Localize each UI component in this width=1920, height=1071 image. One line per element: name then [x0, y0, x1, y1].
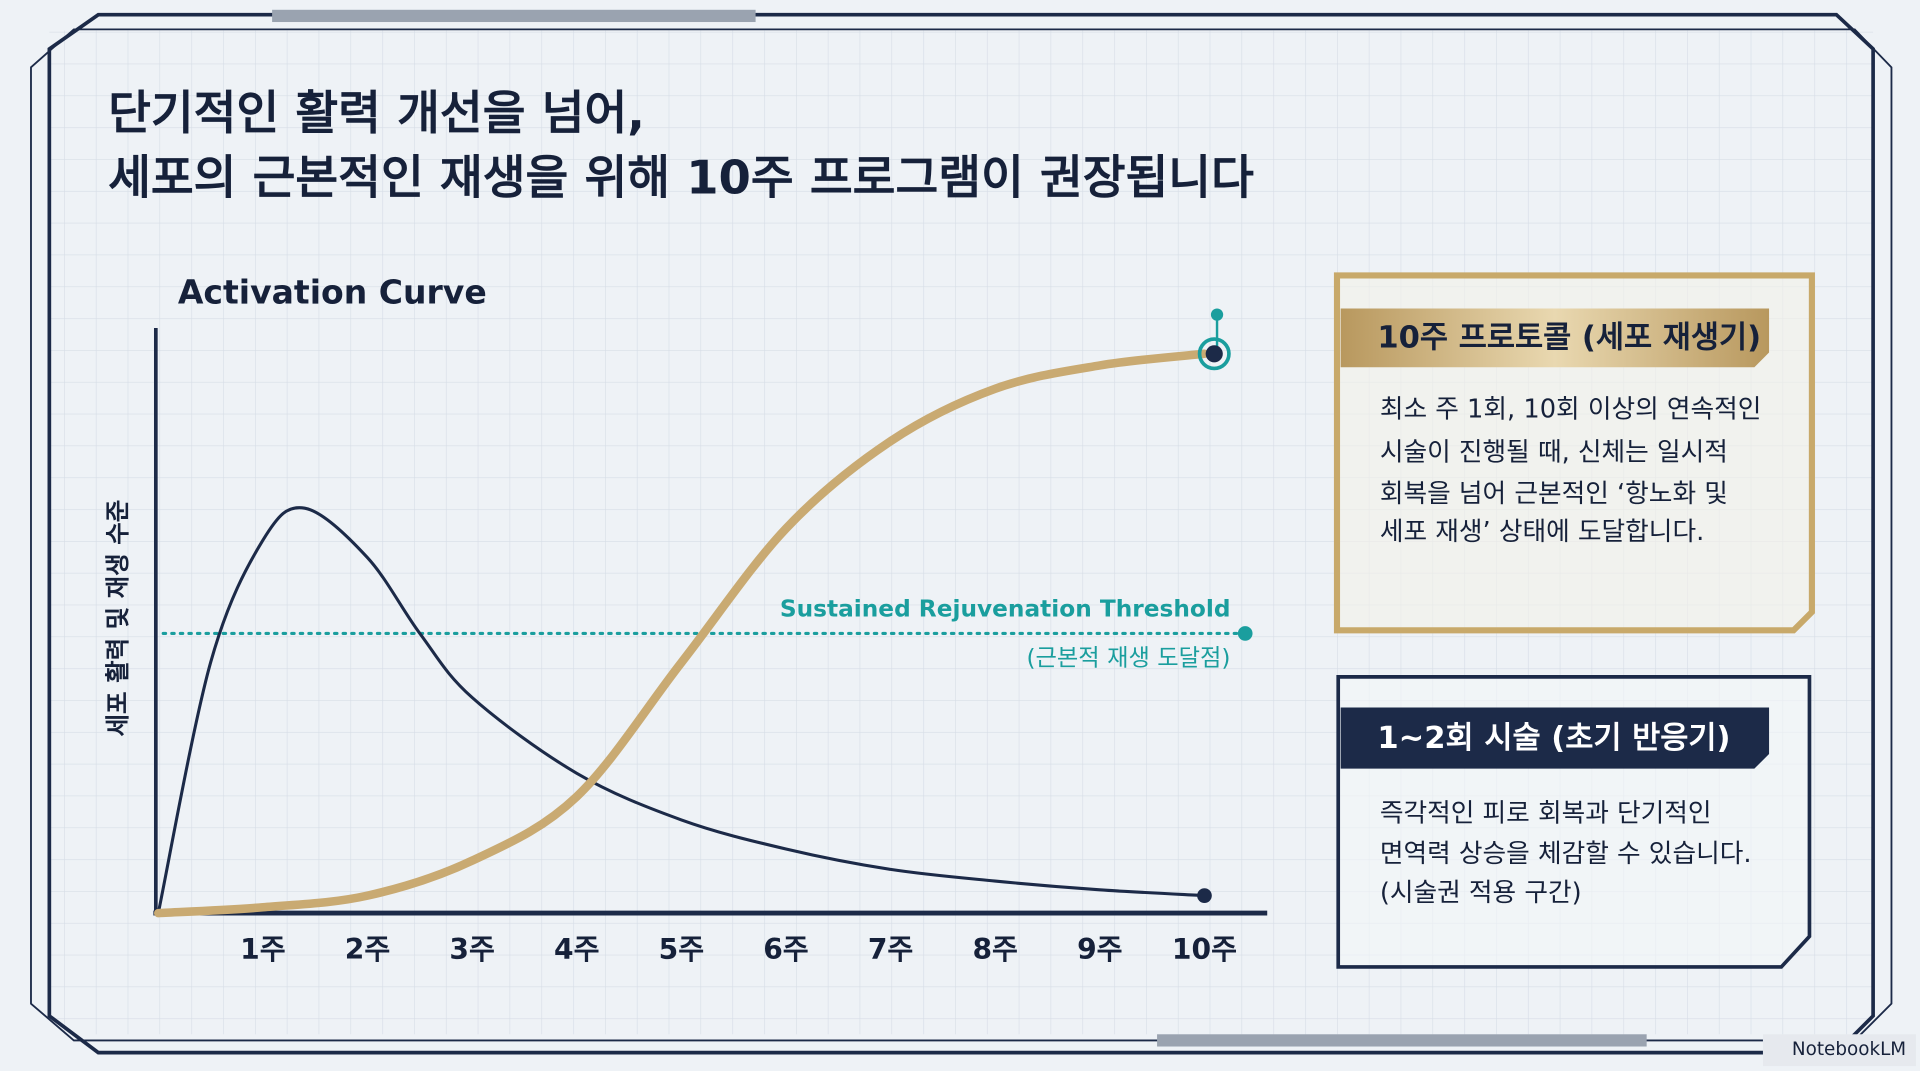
frame-hatch: [1157, 1034, 1647, 1047]
panel-text: 면역력 상승을 체감할 수 있습니다.: [1380, 839, 1752, 869]
end-marker: [1197, 888, 1212, 903]
threshold-sublabel: (근본적 재생 도달점): [1026, 645, 1230, 672]
panel: 1~2회 시술 (초기 반응기) 즉각적인 피로 회복과 단기적인 면역력 상승…: [1336, 675, 1812, 969]
x-tick-label: 6주: [763, 933, 808, 966]
panel-text: 최소 주 1회, 10회 이상의 연속적인: [1380, 395, 1762, 425]
panel-band: [1340, 707, 1770, 769]
x-tick-label: 3주: [449, 933, 494, 966]
panel-text: 회복을 넘어 근본적인 ‘항노화 및: [1380, 479, 1728, 509]
end-marker-ring: [1197, 337, 1231, 371]
brand: NotebookLM: [1792, 1039, 1906, 1060]
x-tick-label: 5주: [659, 933, 704, 966]
brand-badge: [1762, 1034, 1916, 1067]
x-tick-label: 10주: [1172, 933, 1237, 966]
chart: Activation Curve 세포 활력 및 재생 수준 1주 2주 3주 4주 5…: [103, 272, 1268, 966]
panel-title: 10주 프로토콜 (세포 재생기): [1377, 321, 1761, 356]
threshold-label: Sustained Rejuvenation Threshold: [780, 596, 1231, 623]
panel-band: [1340, 308, 1770, 368]
panel: 10주 프로토콜 (세포 재생기) 최소 주 1회, 10회 이상의 연속적인 …: [1333, 272, 1815, 634]
series-line: [156, 506, 1206, 915]
panel-title: 1~2회 시술 (초기 반응기): [1377, 721, 1730, 756]
series-line: [153, 349, 1209, 918]
x-tick-label: 1주: [240, 933, 285, 966]
end-marker: [1205, 345, 1223, 363]
x-tick-label: 8주: [972, 933, 1017, 966]
panel-text: 즉각적인 피로 회복과 단기적인: [1380, 798, 1712, 828]
y-axis-label: 세포 활력 및 재생 수준: [103, 500, 132, 737]
x-tick-label: 4주: [554, 933, 599, 966]
title-line: 단기적인 활력 개선을 넘어,: [108, 86, 645, 140]
panel-text: (시술권 적용 구간): [1380, 878, 1582, 908]
end-marker-top: [1210, 308, 1224, 321]
panel-text: 시술이 진행될 때, 신체는 일시적: [1380, 437, 1728, 467]
x-tick-label: 2주: [345, 933, 390, 966]
title-line: 세포의 근본적인 재생을 위해 10주 프로그램이 권장됩니다: [108, 151, 1254, 205]
chart-title: Activation Curve: [178, 272, 487, 311]
frame-hatch: [272, 9, 756, 23]
x-tick-label: 9주: [1077, 933, 1122, 966]
x-tick-label: 7주: [868, 933, 913, 966]
threshold-dot: [1237, 626, 1253, 641]
panel-text: 세포 재생’ 상태에 도달합니다.: [1380, 517, 1704, 547]
